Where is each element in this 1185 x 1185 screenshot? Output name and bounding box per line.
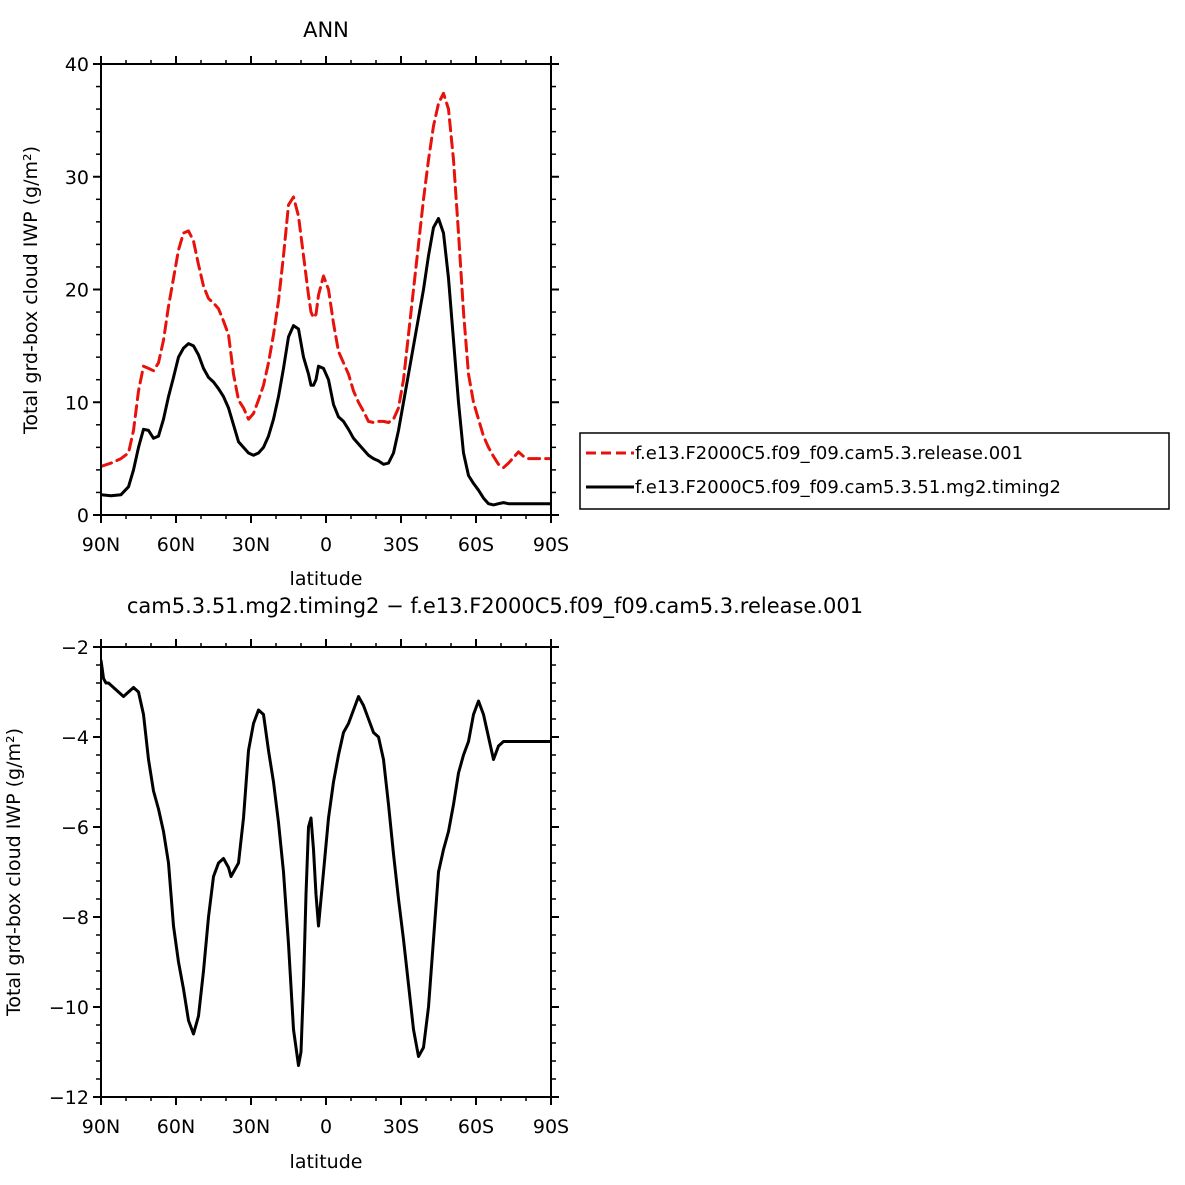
bottom-y-tick-label: −6 xyxy=(61,817,89,839)
bottom-series-group xyxy=(101,659,551,1067)
top-x-axis-title: latitude xyxy=(290,568,363,590)
top-x-tick-label: 0 xyxy=(320,534,332,556)
bottom-chart-marks: 90N 60N 30N 0 30S 60S 90S −2 −4 −6 −8 −10 −12 xyxy=(49,637,569,1138)
bottom-y-tick-label: −8 xyxy=(61,907,89,929)
bottom-x-tick-label: 60S xyxy=(458,1116,494,1138)
top-y-axis-title: Total grd-box cloud IWP (g/m²) xyxy=(20,146,42,435)
top-series-line-2 xyxy=(101,217,551,507)
bottom-chart-panel: cam5.3.51.mg2.timing2 − f.e13.F2000C5.f0… xyxy=(3,594,863,1173)
top-x-tick-label: 90S xyxy=(533,534,569,556)
legend-label-timing2: f.e13.F2000C5.f09_f09.cam5.3.51.mg2.timi… xyxy=(635,477,1061,498)
top-chart-title: ANN xyxy=(303,18,349,42)
top-y-tick-label: 30 xyxy=(65,167,89,189)
legend-label-release: f.e13.F2000C5.f09_f09.cam5.3.release.001 xyxy=(635,443,1023,464)
bottom-y-tick-label: −2 xyxy=(61,637,89,659)
bottom-x-tick-label: 90N xyxy=(82,1116,120,1138)
bottom-y-tick-label: −12 xyxy=(49,1087,89,1109)
bottom-x-tick-label: 90S xyxy=(533,1116,569,1138)
bottom-chart-title: cam5.3.51.mg2.timing2 − f.e13.F2000C5.f0… xyxy=(127,594,863,619)
top-x-tick-label: 30N xyxy=(232,534,270,556)
bottom-series-line-1 xyxy=(101,659,551,1067)
top-series-group xyxy=(101,91,551,507)
top-plot-frame xyxy=(100,63,552,516)
top-x-tick-label: 60S xyxy=(458,534,494,556)
top-x-tick-label: 30S xyxy=(383,534,419,556)
top-y-tick-label: 10 xyxy=(65,392,89,414)
bottom-y-axis-title: Total grd-box cloud IWP (g/m²) xyxy=(3,728,25,1017)
bottom-x-tick-label: 30N xyxy=(232,1116,270,1138)
top-x-tick-label: 60N xyxy=(157,534,195,556)
top-chart-marks: 90N 60N 30N 0 30S 60S 90S 0 10 20 30 40 xyxy=(65,54,569,556)
bottom-x-tick-label: 0 xyxy=(320,1116,332,1138)
legend-box xyxy=(579,432,1170,510)
legend: f.e13.F2000C5.f09_f09.cam5.3.release.001… xyxy=(579,432,1170,510)
top-y-tick-label: 40 xyxy=(65,54,89,76)
top-series-line-1 xyxy=(101,91,551,470)
bottom-y-tick-label: −4 xyxy=(61,727,89,749)
top-y-tick-label: 0 xyxy=(77,505,89,527)
top-x-tick-label: 90N xyxy=(82,534,120,556)
bottom-y-tick-label: −10 xyxy=(49,997,89,1019)
bottom-x-tick-label: 30S xyxy=(383,1116,419,1138)
top-chart-panel: ANN 90N 60N 30N 0 30S 60S 90S 0 10 20 30 40 latitud… xyxy=(20,18,1170,590)
bottom-x-tick-label: 60N xyxy=(157,1116,195,1138)
bottom-x-axis-title: latitude xyxy=(290,1151,363,1173)
top-y-tick-label: 20 xyxy=(65,280,89,302)
